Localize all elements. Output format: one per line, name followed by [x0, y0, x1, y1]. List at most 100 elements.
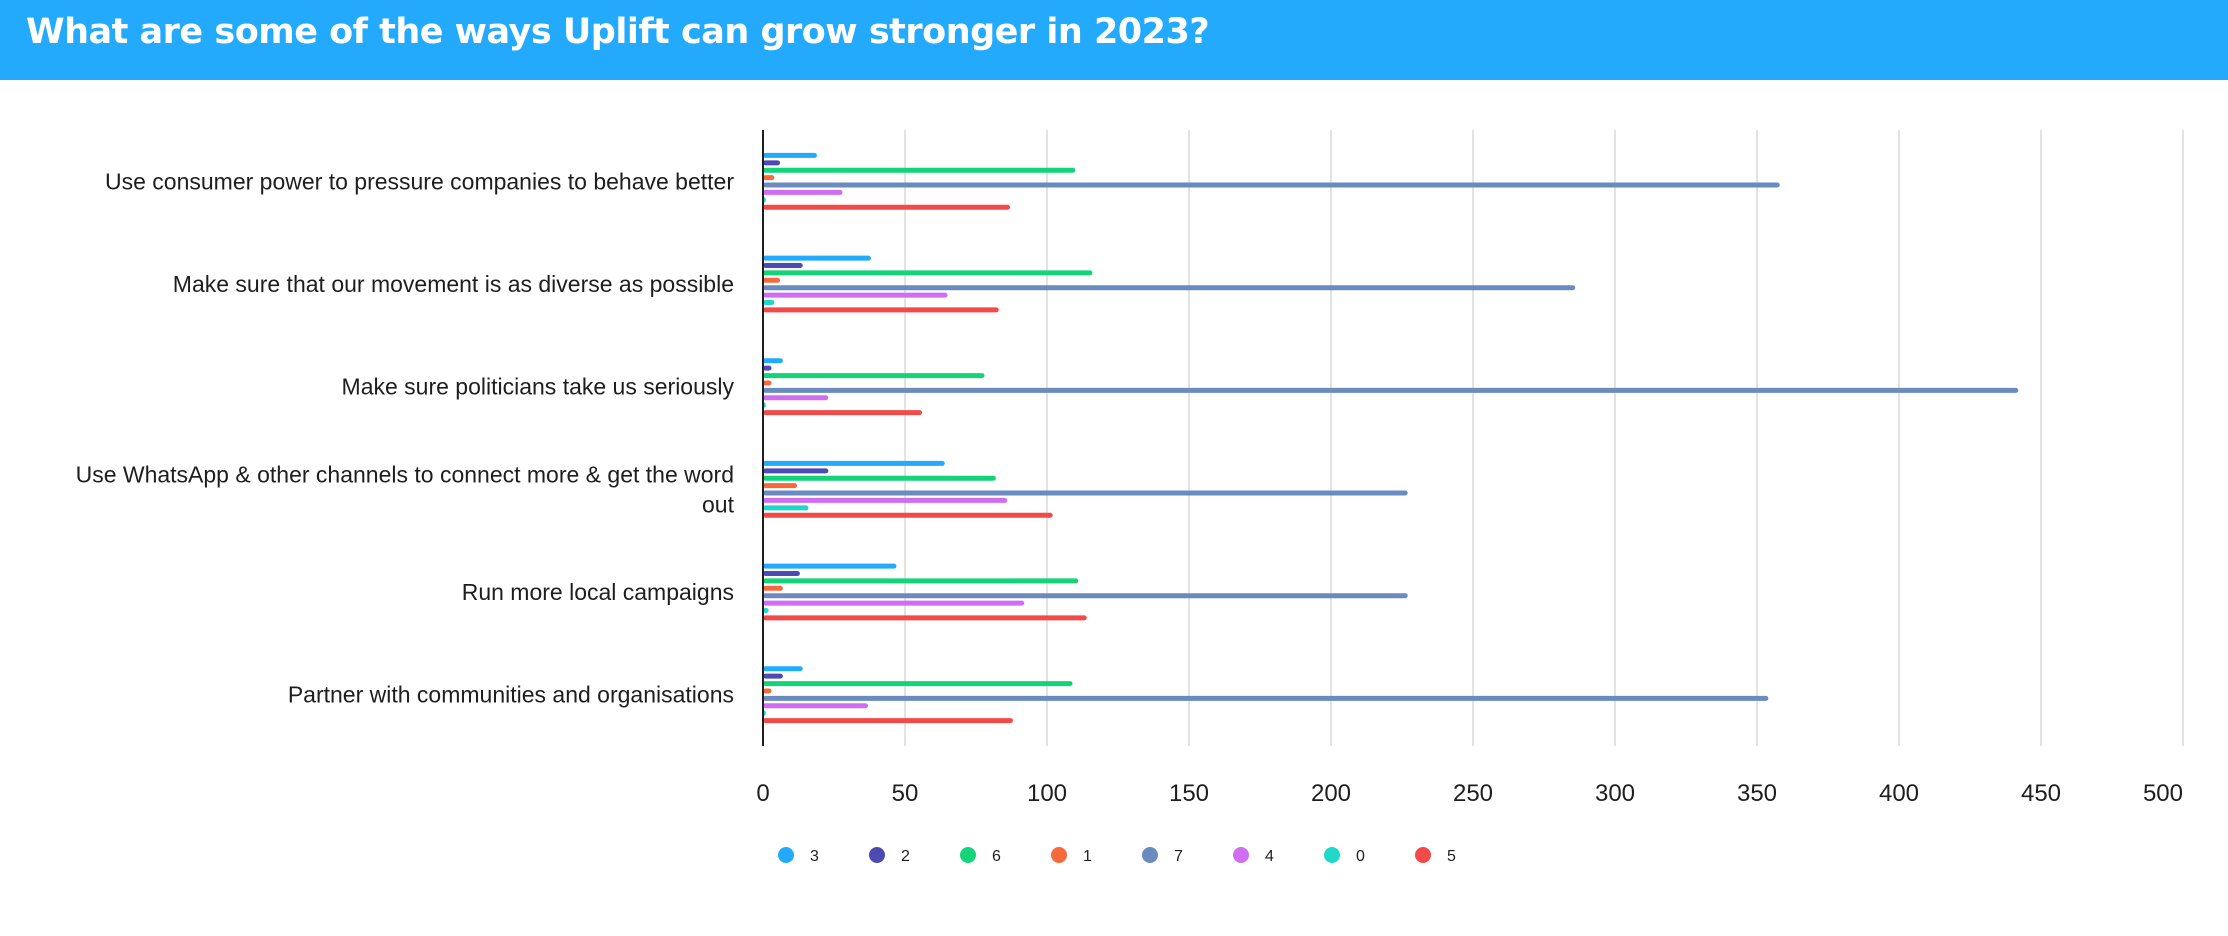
x-tick-label: 200	[1311, 780, 1351, 807]
legend-item-0[interactable]: 0	[1324, 847, 1365, 865]
legend-label: 5	[1447, 848, 1456, 865]
category-label: Use consumer power to pressure companies…	[105, 168, 734, 194]
bar-series-2	[763, 263, 803, 268]
bar-series-4	[763, 497, 1008, 503]
bar-series-6	[763, 578, 1079, 584]
bar-series-6	[763, 681, 1073, 687]
x-tick-label: 350	[1737, 780, 1777, 807]
legend-item-5[interactable]: 5	[1415, 847, 1456, 865]
category-label: Make sure that our movement is as divers…	[173, 271, 734, 297]
category-label: Use WhatsApp & other channels to connect…	[76, 461, 735, 517]
legend-swatch	[778, 847, 794, 863]
legend-item-6[interactable]: 6	[960, 847, 1001, 865]
gridlines	[904, 130, 2184, 746]
category-label-line: Make sure that our movement is as divers…	[173, 271, 734, 297]
x-tick-label: 250	[1453, 780, 1493, 807]
legend-swatch	[1142, 847, 1158, 863]
bar-series-3	[763, 358, 783, 364]
legend-swatch	[1233, 847, 1249, 863]
bar-series-3	[763, 152, 817, 158]
bar-series-1	[763, 483, 798, 489]
x-tick-label: 300	[1595, 780, 1635, 807]
bar-series-5	[763, 718, 1013, 724]
category-labels: Use consumer power to pressure companies…	[76, 168, 735, 707]
bar-series-2	[763, 160, 781, 166]
legend-label: 4	[1265, 848, 1274, 865]
bar-series-3	[763, 666, 803, 672]
bar-series-1	[763, 688, 772, 694]
category-label-line: Use consumer power to pressure companies…	[105, 168, 734, 194]
bar-series-4	[763, 189, 843, 195]
legend-item-2[interactable]: 2	[869, 847, 910, 865]
bar-series-1	[763, 175, 775, 181]
bar-series-7	[763, 593, 1408, 599]
category-label: Make sure politicians take us seriously	[342, 374, 735, 400]
legend-label: 0	[1356, 848, 1365, 865]
x-tick-label: 100	[1027, 780, 1067, 807]
legend-label: 3	[810, 848, 819, 865]
x-tick-label: 400	[1879, 780, 1919, 807]
legend-swatch	[960, 847, 976, 863]
category-label-line: out	[702, 491, 735, 517]
bar-series-7	[763, 182, 1780, 188]
bar-series-7	[763, 695, 1769, 701]
x-tick-label: 450	[2021, 780, 2061, 807]
bars	[763, 152, 2019, 724]
bar-series-5	[763, 512, 1053, 518]
category-label-line: Run more local campaigns	[462, 579, 734, 605]
legend-swatch	[1324, 847, 1340, 863]
x-tick-label: 150	[1169, 780, 1209, 807]
bar-series-2	[763, 365, 772, 371]
bar-series-5	[763, 307, 999, 313]
category-label-line: Make sure politicians take us seriously	[342, 374, 735, 400]
bar-series-3	[763, 255, 871, 261]
legend[interactable]: 3 2 6 1 7 4 0 5	[778, 847, 1456, 865]
legend-item-7[interactable]: 7	[1142, 847, 1183, 865]
x-tick-label: 50	[892, 780, 919, 807]
legend-item-1[interactable]: 1	[1051, 847, 1092, 865]
x-tick-label: 0	[756, 780, 769, 807]
category-label: Partner with communities and organisatio…	[288, 682, 734, 708]
bar-series-6	[763, 270, 1093, 276]
bar-series-5	[763, 204, 1011, 210]
bar-series-7	[763, 387, 2019, 393]
bar-series-3	[763, 563, 897, 569]
bar-series-1	[763, 585, 783, 591]
legend-item-4[interactable]: 4	[1233, 847, 1274, 865]
bar-series-1	[763, 277, 781, 283]
legend-label: 6	[992, 848, 1001, 865]
header-bar: What are some of the ways Uplift can gro…	[0, 0, 2228, 80]
bar-series-4	[763, 600, 1025, 606]
bar-series-0	[763, 300, 775, 305]
bar-series-2	[763, 673, 783, 679]
bar-series-7	[763, 490, 1408, 496]
bar-series-4	[763, 703, 869, 709]
bar-series-3	[763, 460, 945, 466]
bar-series-5	[763, 615, 1087, 621]
bar-series-4	[763, 395, 829, 401]
bar-series-4	[763, 292, 948, 298]
page-title: What are some of the ways Uplift can gro…	[26, 12, 1210, 52]
category-label-line: Use WhatsApp & other channels to connect…	[76, 461, 734, 487]
category-label: Run more local campaigns	[462, 579, 734, 605]
legend-label: 2	[901, 848, 910, 865]
x-tick-label: 500	[2143, 780, 2183, 807]
bar-chart: Use consumer power to pressure companies…	[76, 130, 2184, 865]
bar-series-2	[763, 468, 829, 474]
bar-series-6	[763, 475, 996, 481]
legend-label: 7	[1174, 848, 1183, 865]
legend-item-3[interactable]: 3	[778, 847, 819, 865]
bar-series-2	[763, 571, 800, 576]
legend-swatch	[1051, 847, 1067, 863]
legend-swatch	[869, 847, 885, 863]
bar-series-1	[763, 380, 772, 386]
bar-series-7	[763, 285, 1576, 291]
legend-swatch	[1415, 847, 1431, 863]
category-label-line: Partner with communities and organisatio…	[288, 682, 734, 708]
bar-series-0	[763, 608, 769, 613]
bar-series-6	[763, 167, 1076, 173]
bar-series-5	[763, 410, 923, 416]
legend-label: 1	[1083, 848, 1092, 865]
bar-series-0	[763, 505, 809, 511]
bar-series-6	[763, 373, 985, 379]
